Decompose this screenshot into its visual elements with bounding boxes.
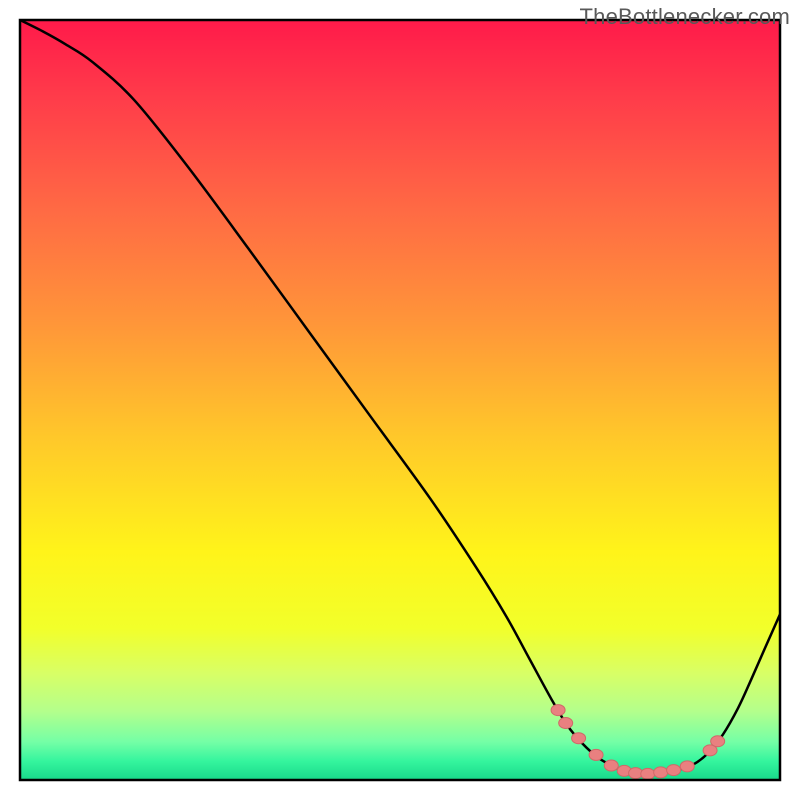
highlight-marker bbox=[604, 760, 618, 771]
highlight-marker bbox=[559, 718, 573, 729]
plot-background bbox=[20, 20, 780, 780]
highlight-marker bbox=[711, 736, 725, 747]
highlight-marker bbox=[680, 761, 694, 772]
bottleneck-curve-chart bbox=[0, 0, 800, 800]
highlight-marker bbox=[551, 705, 565, 716]
highlight-marker bbox=[667, 765, 681, 776]
highlight-marker bbox=[654, 767, 668, 778]
highlight-marker bbox=[589, 749, 603, 760]
watermark-text: TheBottlenecker.com bbox=[580, 4, 790, 30]
highlight-marker bbox=[641, 768, 655, 779]
highlight-marker bbox=[572, 733, 586, 744]
chart-container: TheBottlenecker.com bbox=[0, 0, 800, 800]
